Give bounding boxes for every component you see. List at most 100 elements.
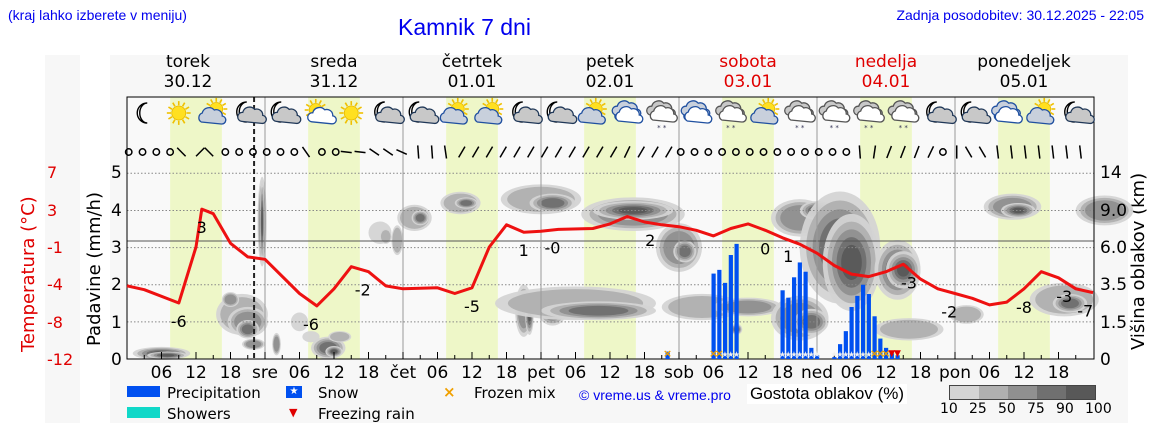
wind-barb-icon [1051,145,1055,159]
wind-calm-icon [331,148,340,156]
cloud-snow-icon: * * [818,100,851,132]
legend-showers: Showers [167,405,231,423]
wind-barb-icon [899,145,906,159]
wind-calm-icon [718,148,727,156]
precipitation-swatch [127,386,160,397]
precip-bar [723,282,728,359]
precip-bar [889,353,894,359]
day-header-petek: petek 02.01 [550,52,670,92]
showers-swatch [127,407,160,418]
x-tick-label: 06 [703,363,725,383]
cloud-height-tick-label: 0 [1100,350,1111,370]
cloud-icon [611,100,644,124]
day-header-ponedeljek: ponedeljek 05.01 [964,52,1084,92]
x-tick-label: sob [664,363,694,383]
x-tick-label: 12 [875,363,897,383]
svg-text:* *: * * [864,124,874,132]
snow-icon: ★ [836,350,843,359]
precip-bar [872,316,877,359]
svg-text:* *: * * [899,124,909,132]
temperature-tick-label: -12 [47,350,73,369]
moon-cloud-icon [374,101,405,125]
cloud-density-colorbar [949,385,1096,400]
cloud-density-cell [880,319,938,339]
snow-icon: ★ [859,350,866,359]
cloud-density-cell [568,305,629,316]
snow-icon: ★ [785,350,792,359]
cloud-height-tick-label: 1.5 [1100,313,1127,333]
wind-barb-icon [858,145,862,159]
x-tick-label: ned [801,363,833,383]
x-tick-label: 18 [634,363,656,383]
temperature-value-label: 1 [783,247,793,266]
cloud-density-cell [540,198,565,208]
legend-frozen-mix: Frozen mix [474,384,556,402]
cloud-density-cell [224,294,237,305]
moon-cloud-icon [960,101,992,125]
wind-calm-icon [152,148,161,156]
wind-barb-icon [609,146,618,158]
sun-clear-icon [166,101,191,125]
sun-cloud-light-icon [304,98,337,125]
snow-icon: ★ [802,350,809,359]
precip-tick-label: 4 [111,201,122,221]
snow-icon: ★ [790,350,797,359]
frozen-mix-icon: × [715,347,724,360]
frozen-mix-icon: × [443,383,456,401]
svg-text:* *: * * [657,124,667,132]
day-name: sreda [310,52,358,72]
precip-bar [786,297,791,359]
wind-barb-icon [176,147,187,157]
sun-cloud-icon [577,97,607,125]
precip-bar [711,273,716,359]
moon-clear-icon [136,102,148,124]
daylight-band [170,97,222,359]
precip-bar [803,271,808,359]
wind-calm-icon [676,148,685,156]
cloud-snow-icon: * * [853,100,885,132]
cloud-density-cell [241,324,254,335]
x-tick-label: 18 [910,363,932,383]
cloud-density-tick: 50 [998,401,1016,417]
x-tick-label: 18 [496,363,518,383]
x-tick-label: 06 [289,363,311,383]
x-tick-label: 18 [220,363,242,383]
x-tick-label: 18 [1048,363,1070,383]
precip-bar [849,307,854,359]
temperature-value-label: -2 [941,303,957,322]
precip-bar [878,338,883,359]
day-header-nedelja: nedelja 04.01 [826,52,946,92]
wind-barb-icon [913,145,920,159]
day-date: 01.01 [447,72,497,92]
cloud-density-cell [261,206,263,237]
wind-barb-icon [382,148,394,156]
wind-barb-icon [1078,145,1082,159]
wind-barb-icon [978,146,987,158]
wind-barb-icon [637,146,646,158]
copyright-link[interactable]: © vreme.us & vreme.pro [579,387,731,403]
x-tick-label: 12 [323,363,345,383]
cloud-density-cell [302,331,320,343]
day-date: 05.01 [999,72,1049,92]
cloud-density-cell [160,353,175,357]
wind-barb-icon [1009,145,1013,159]
wind-calm-icon [235,148,244,156]
wind-barb-icon [396,149,408,155]
wind-barb-icon [1023,145,1027,159]
temperature-value-label: -0 [545,238,561,257]
x-tick-label: 18 [358,363,380,383]
wind-barb-icon [527,146,535,158]
wind-barb-icon [596,146,604,158]
temperature-value-label: -6 [303,315,319,334]
wind-barb-icon [369,148,380,156]
cloud-density-tick: 25 [969,401,987,417]
temperature-value-label: -6 [171,312,187,331]
wind-calm-icon [814,148,823,156]
wind-barb-icon [582,146,590,158]
legend-freezing-rain: Freezing rain [318,405,415,423]
precip-bar [884,347,889,359]
cloud-density-label: Gostota oblakov (%) [747,384,908,404]
x-tick-label: pon [939,363,971,383]
snow-icon: ★ [865,350,872,359]
x-tick-label: pet [527,363,555,383]
